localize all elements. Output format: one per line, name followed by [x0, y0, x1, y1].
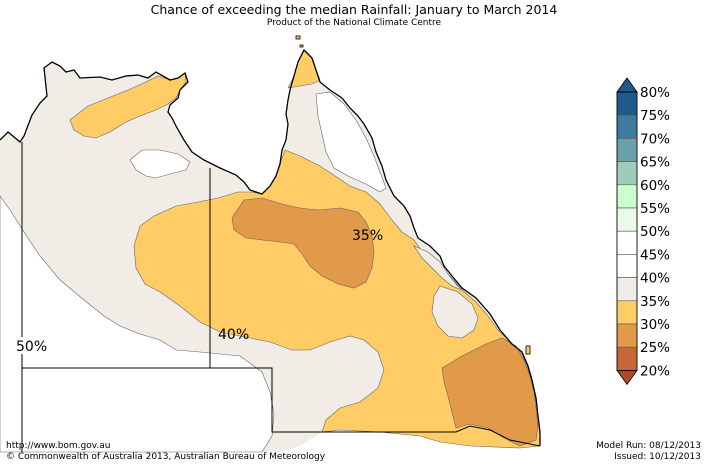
band-40-45-coastal-strip: [413, 245, 463, 291]
legend-tick-label: 80%: [640, 85, 670, 101]
footer-issued: Issued: 10/12/2013: [614, 452, 701, 462]
legend-swatch: [616, 184, 638, 209]
map-subtitle: Product of the National Climate Centre: [266, 18, 442, 28]
legend-tick-label: 60%: [640, 178, 670, 194]
legend-tick-label: 55%: [640, 201, 670, 217]
legend-swatch: [616, 91, 638, 116]
band-30-35-inland: [231, 197, 375, 289]
legend-swatch: [616, 254, 638, 278]
legend-tick-label: 50%: [640, 224, 670, 240]
state-borders: [21, 142, 541, 452]
band-30-35-southeast: [441, 337, 539, 447]
legend-swatch: [616, 277, 638, 302]
legend-tick-label: 35%: [640, 294, 670, 310]
band-50-55-northern-territory: [129, 149, 191, 179]
footer-model-run: Model Run: 08/12/2013: [596, 441, 701, 451]
legend-swatch: [616, 114, 638, 139]
legend-tick-label: 65%: [640, 155, 670, 171]
legend-swatch: [616, 346, 638, 371]
legend-tick-label: 20%: [640, 363, 670, 379]
legend: 80% 75% 70% 65% 60% 55% 50% 45% 40% 35% 30% 25% 20%: [616, 77, 670, 386]
label-50-bg: [14, 337, 46, 354]
band-50-55-east-coast: [315, 91, 387, 193]
legend-swatch: [616, 230, 638, 255]
legend-tick-label: 70%: [640, 131, 670, 147]
legend-tick-label: 25%: [640, 340, 670, 356]
map-title: Chance of exceeding the median Rainfall:…: [150, 2, 558, 17]
legend-tick-label: 40%: [640, 271, 670, 287]
islands: [295, 35, 531, 355]
legend-swatch: [616, 300, 638, 325]
legend-arrow-top: [616, 77, 638, 93]
map-label-50: 50%: [16, 339, 47, 355]
legend-frame: [616, 91, 638, 371]
legend-tick-label: 75%: [640, 108, 670, 124]
legend-tick-label: 30%: [640, 317, 670, 333]
legend-arrow-bottom: [616, 369, 638, 386]
legend-swatch: [616, 323, 638, 348]
legend-swatch: [616, 138, 638, 162]
legend-swatch: [616, 207, 638, 232]
legend-swatch: [616, 161, 638, 186]
band-40-45-coastal-patch: [431, 285, 479, 339]
legend-tick-label: 45%: [640, 247, 670, 263]
footer-url: http://www.bom.gov.au: [6, 441, 111, 451]
map-label-40: 40%: [218, 327, 249, 343]
footer-copyright: © Commonwealth of Australia 2013, Austra…: [6, 452, 326, 462]
coastline: [0, 48, 541, 446]
map-label-35: 35%: [352, 228, 383, 244]
